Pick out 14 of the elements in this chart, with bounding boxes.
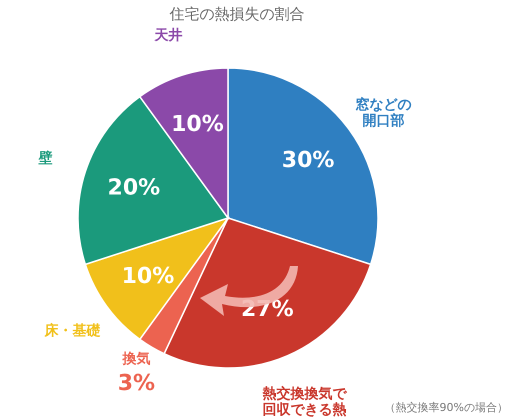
data-label: 3% bbox=[118, 370, 156, 396]
data-label: 20% bbox=[108, 175, 160, 200]
data-label: 27% bbox=[240, 296, 294, 322]
data-label: 10% bbox=[122, 264, 174, 290]
text: （熱交換率90%の場合） bbox=[384, 401, 508, 414]
slice-label: 床・基礎 bbox=[44, 322, 101, 339]
data-label: 10% bbox=[171, 112, 224, 137]
slice-label: 熱交換換気で回収できる熱 bbox=[261, 385, 348, 418]
slice-label: 壁 bbox=[37, 150, 52, 167]
slice-label: 天井 bbox=[154, 27, 183, 44]
chart-title: 住宅の熱損失の割合 bbox=[168, 5, 304, 23]
slice-label: 窓などの開口部 bbox=[355, 96, 412, 130]
data-label: 30% bbox=[282, 148, 334, 173]
slice-label: 換気 bbox=[121, 350, 150, 367]
